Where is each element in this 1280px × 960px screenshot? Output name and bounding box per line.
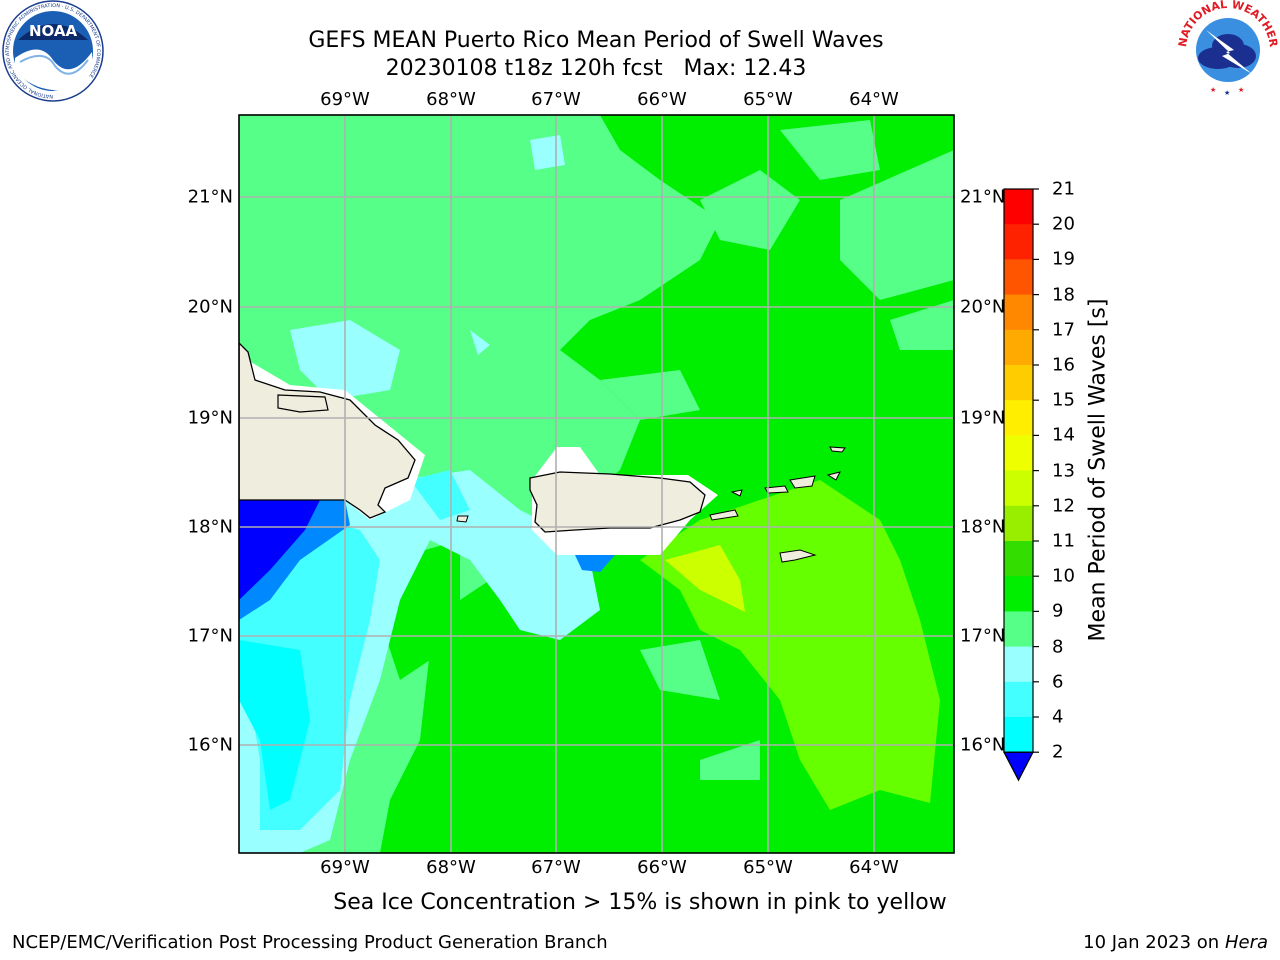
footer-date-text: 10 Jan 2023 on <box>1083 932 1220 953</box>
lat-tick-left-18n: 18°N <box>187 516 233 538</box>
colorbar-band <box>1004 259 1033 296</box>
svg-text:★: ★ <box>1238 86 1244 94</box>
svg-text:★: ★ <box>1210 86 1216 94</box>
colorbar-band <box>1004 611 1033 648</box>
colorbar-band <box>1004 365 1033 401</box>
nws-logo: NATIONAL WEATHER SERVICE ★ ★ ★ <box>1176 0 1280 97</box>
lon-tick-top-68w: 68°W <box>426 89 476 110</box>
lon-tick-top-69w: 69°W <box>320 89 370 110</box>
lon-tick-bottom-65w: 65°W <box>743 857 793 878</box>
colorbar-label: 13 <box>1052 460 1075 482</box>
map-subtitle-run: 20230108 t18z 120h fcst Max: 12.43 <box>385 56 807 81</box>
colorbar-label: 18 <box>1052 284 1075 306</box>
lat-tick-left-21n: 21°N <box>187 186 233 208</box>
colorbar-label: 19 <box>1052 248 1075 270</box>
lon-tick-bottom-64w: 64°W <box>849 857 899 878</box>
lon-tick-top-65w: 65°W <box>743 89 793 110</box>
lat-tick-right-17n: 17°N <box>960 625 1006 647</box>
lat-tick-right-19n: 19°N <box>960 407 1006 429</box>
colorbar-label: 15 <box>1052 389 1075 411</box>
colorbar-band <box>1004 505 1033 542</box>
colorbar-label: 11 <box>1052 530 1075 552</box>
lon-tick-bottom-67w: 67°W <box>531 857 581 878</box>
colorbar-label: 9 <box>1052 600 1064 622</box>
lon-tick-top-66w: 66°W <box>637 89 687 110</box>
footer-host: Hera <box>1224 932 1268 953</box>
colorbar-label: 12 <box>1052 495 1075 517</box>
lat-tick-right-20n: 20°N <box>960 296 1006 318</box>
colorbar-band <box>1004 576 1033 612</box>
colorbar-title: Mean Period of Swell Waves [s] <box>1085 298 1111 642</box>
lon-tick-bottom-69w: 69°W <box>320 857 370 878</box>
colorbar-band <box>1004 294 1033 331</box>
lat-tick-left-20n: 20°N <box>187 296 233 318</box>
lat-tick-left-19n: 19°N <box>187 407 233 429</box>
colorbar-band <box>1004 470 1033 507</box>
colorbar-band <box>1004 329 1033 366</box>
lat-tick-right-21n: 21°N <box>960 186 1006 208</box>
lon-tick-top-64w: 64°W <box>849 89 899 110</box>
svg-text:★: ★ <box>1224 89 1230 97</box>
colorbar-band <box>1004 646 1033 683</box>
colorbar-band <box>1004 435 1033 472</box>
lat-tick-left-17n: 17°N <box>187 625 233 647</box>
sea-ice-note: Sea Ice Concentration > 15% is shown in … <box>333 890 947 915</box>
colorbar <box>1003 188 1039 782</box>
colorbar-label: 17 <box>1052 319 1075 341</box>
colorbar-band <box>1004 681 1033 718</box>
map-gridlines <box>239 115 954 853</box>
noaa-logo: NOAA NATIONAL OCEANIC AND ATMOSPHERIC AD… <box>2 0 104 102</box>
lat-tick-right-18n: 18°N <box>960 516 1006 538</box>
colorbar-band <box>1004 189 1033 225</box>
colorbar-extend-arrow <box>1003 751 1034 782</box>
colorbar-label: 16 <box>1052 354 1075 376</box>
lat-tick-left-16n: 16°N <box>187 734 233 756</box>
lat-tick-right-16n: 16°N <box>960 734 1006 756</box>
colorbar-band <box>1004 541 1033 577</box>
colorbar-label: 6 <box>1052 671 1064 693</box>
lon-tick-bottom-66w: 66°W <box>637 857 687 878</box>
footer-branch: NCEP/EMC/Verification Post Processing Pr… <box>12 932 608 953</box>
footer-date: 10 Jan 2023 on Hera <box>1083 932 1268 953</box>
colorbar-label: 4 <box>1052 706 1064 728</box>
colorbar-label: 21 <box>1052 178 1075 200</box>
lon-tick-top-67w: 67°W <box>531 89 581 110</box>
colorbar-label: 14 <box>1052 424 1075 446</box>
lon-tick-bottom-68w: 68°W <box>426 857 476 878</box>
swell-period-field <box>239 115 954 853</box>
colorbar-label: 2 <box>1052 741 1064 763</box>
map-title: GEFS MEAN Puerto Rico Mean Period of Swe… <box>308 28 884 53</box>
colorbar-band <box>1004 224 1033 260</box>
map-frame <box>238 114 955 854</box>
noaa-logo-text: NOAA <box>29 22 78 40</box>
colorbar-band <box>1004 717 1033 753</box>
colorbar-label: 20 <box>1052 213 1075 235</box>
colorbar-band <box>1004 400 1033 436</box>
colorbar-label: 8 <box>1052 636 1064 658</box>
colorbar-label: 10 <box>1052 565 1075 587</box>
